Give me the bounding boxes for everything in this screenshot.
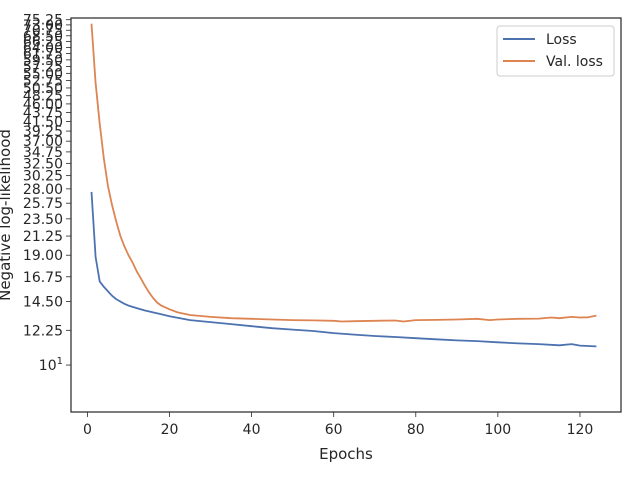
y-tick-label: 21.25 [23, 229, 63, 245]
y-tick-label: 23.50 [23, 212, 63, 228]
legend: Loss Val. loss [497, 26, 614, 76]
y-axis-label: Negative log-likelihood [0, 129, 14, 301]
x-tick-label: 100 [484, 422, 511, 438]
legend-label-loss: Loss [546, 32, 577, 48]
y-tick-label: 75.25 [23, 13, 63, 29]
x-axis-label: Epochs [319, 445, 373, 463]
series-line-loss [92, 192, 597, 347]
x-tick-label: 60 [325, 422, 343, 438]
y-tick-label: 14.50 [23, 294, 63, 310]
x-tick-label: 20 [161, 422, 179, 438]
y-tick-label: 12.25 [23, 323, 63, 339]
x-tick-label: 0 [83, 422, 92, 438]
y-tick-label: 19.00 [23, 248, 63, 264]
x-axis: 0 20 40 60 80 100 120 [83, 412, 593, 438]
x-tick-label: 120 [567, 422, 594, 438]
y-tick-label: 25.75 [23, 196, 63, 212]
x-tick-label: 80 [407, 422, 425, 438]
y-tick-label: 101 [39, 356, 63, 374]
legend-label-val-loss: Val. loss [546, 54, 603, 70]
x-tick-label: 40 [243, 422, 261, 438]
y-tick-label: 16.75 [23, 270, 63, 286]
y-axis: 10112.2514.5016.7519.0021.2523.5025.7528… [23, 13, 71, 374]
plot-frame [71, 18, 621, 412]
